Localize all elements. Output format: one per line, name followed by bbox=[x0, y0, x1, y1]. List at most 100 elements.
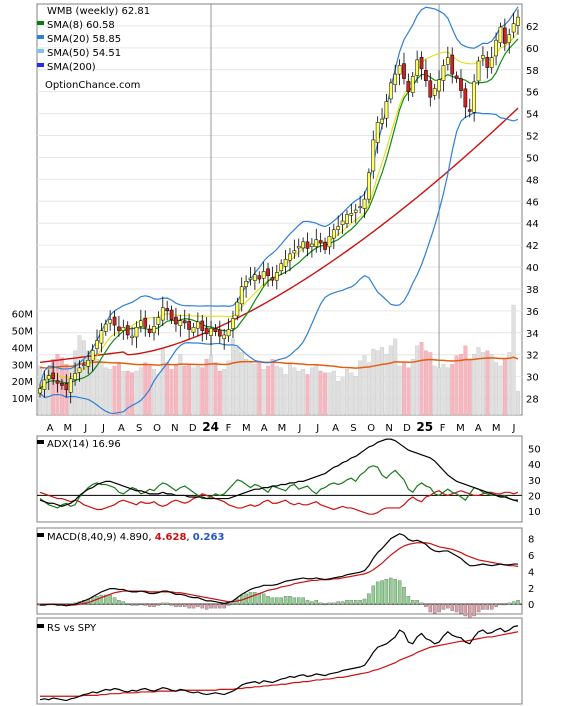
candle-body bbox=[156, 317, 161, 325]
macd-histogram-bar bbox=[393, 579, 397, 605]
rs-title: RS vs SPY bbox=[47, 623, 97, 634]
price-tick-label: 32 bbox=[526, 351, 539, 362]
chart-title: WMB (weekly) 62.81 bbox=[47, 6, 150, 17]
legend-swatch-sma8 bbox=[37, 21, 44, 25]
macd-histogram-bar bbox=[384, 579, 389, 605]
candle-body bbox=[266, 268, 270, 277]
volume-bar bbox=[130, 372, 135, 416]
date-tick-label: J bbox=[83, 423, 87, 434]
rs-panel: RS vs SPY bbox=[36, 617, 523, 705]
volume-bar bbox=[366, 362, 371, 416]
candle-body bbox=[489, 57, 494, 68]
candle-body bbox=[375, 122, 380, 143]
candle-body bbox=[217, 329, 222, 337]
macd-histogram-bar bbox=[261, 593, 266, 605]
indicator-tick-label: 10 bbox=[528, 507, 541, 518]
macd-histogram-bar bbox=[174, 604, 178, 607]
price-tick-label: 60 bbox=[526, 44, 539, 55]
volume-bar bbox=[138, 367, 143, 416]
candle-body bbox=[498, 26, 503, 44]
volume-bar bbox=[195, 365, 200, 416]
volume-bar bbox=[467, 359, 472, 416]
candle-body bbox=[64, 383, 69, 391]
volume-bar bbox=[112, 365, 117, 416]
candle-body bbox=[239, 286, 244, 305]
volume-tick-label: 10M bbox=[12, 394, 33, 405]
date-tick-label: A bbox=[475, 423, 482, 434]
macd-histogram-bar bbox=[108, 594, 112, 605]
legend-swatch-sma200 bbox=[37, 63, 44, 67]
candle-body bbox=[95, 340, 99, 349]
macd-histogram-bar bbox=[468, 604, 472, 619]
candle-body bbox=[261, 271, 266, 279]
volume-bar bbox=[165, 362, 170, 416]
candle-body bbox=[103, 323, 108, 332]
volume-bar bbox=[349, 372, 354, 416]
candle-body bbox=[231, 318, 235, 329]
macd-histogram-bar bbox=[104, 594, 108, 605]
candle-body bbox=[314, 239, 319, 247]
candle-body bbox=[410, 76, 415, 93]
volume-bar bbox=[432, 365, 437, 416]
candle-body bbox=[353, 209, 358, 213]
indicator-line bbox=[39, 625, 519, 702]
macd-histogram-bar bbox=[288, 596, 292, 605]
volume-bar bbox=[209, 355, 213, 416]
volume-average-line bbox=[39, 356, 519, 369]
legend-sma200: SMA(200) bbox=[47, 62, 96, 73]
volume-bar bbox=[428, 352, 433, 416]
date-tick-label: M bbox=[492, 423, 501, 434]
date-tick-label: S bbox=[136, 423, 142, 434]
volume-bar bbox=[191, 367, 196, 416]
candle-body bbox=[117, 326, 121, 331]
volume-tick-label: 40M bbox=[12, 343, 33, 354]
date-tick-label: F bbox=[226, 423, 232, 434]
date-tick-label: M bbox=[64, 423, 73, 434]
macd-series: 0 2 4 6 8 bbox=[37, 533, 534, 619]
candle-body bbox=[38, 388, 42, 394]
candle-body bbox=[454, 75, 459, 79]
candle-body bbox=[472, 81, 476, 113]
candle-body bbox=[428, 80, 433, 98]
macd-histogram-bar bbox=[296, 597, 301, 605]
rs-plot-frame bbox=[36, 617, 523, 705]
macd-histogram-bar bbox=[419, 602, 424, 605]
volume-bar bbox=[480, 352, 485, 416]
legend-sma50: SMA(50) 54.51 bbox=[47, 48, 121, 59]
volume-bar bbox=[231, 338, 235, 416]
macd-histogram-bar bbox=[147, 604, 152, 607]
candle-body bbox=[424, 70, 428, 81]
adx-panel: 10 20 30 40 50 ADX(14) 16.96 bbox=[36, 435, 541, 523]
price-tick-label: 28 bbox=[526, 395, 539, 406]
macd-histogram-bar bbox=[275, 597, 279, 605]
candle-body bbox=[77, 367, 82, 373]
candle-body bbox=[174, 316, 178, 325]
candle-body bbox=[336, 226, 341, 231]
date-tick-label: S bbox=[350, 423, 356, 434]
macd-histogram-bar bbox=[516, 600, 520, 605]
macd-histogram-bar bbox=[139, 604, 143, 606]
candle-body bbox=[152, 325, 156, 334]
macd-histogram-bar bbox=[472, 604, 476, 617]
volume-bar bbox=[397, 365, 402, 416]
macd-histogram-bar bbox=[209, 604, 213, 609]
candle-body bbox=[165, 308, 170, 312]
candle-body bbox=[393, 73, 398, 85]
macd-histogram-bar bbox=[130, 604, 134, 606]
candle-body bbox=[502, 27, 507, 44]
volume-bar bbox=[511, 304, 516, 416]
macd-histogram-bar bbox=[441, 604, 446, 610]
candle-body bbox=[397, 65, 402, 75]
macd-histogram-bar bbox=[459, 604, 463, 614]
macd-histogram-bar bbox=[187, 604, 191, 609]
volume-bar bbox=[288, 364, 292, 416]
volume-bar bbox=[244, 359, 249, 416]
macd-histogram-bar bbox=[213, 604, 218, 609]
date-tick-label: J bbox=[512, 423, 516, 434]
legend-sma8: SMA(8) 60.58 bbox=[47, 20, 115, 31]
candle-body bbox=[362, 198, 367, 209]
macd-histogram-bar bbox=[389, 577, 393, 605]
candle-body bbox=[327, 236, 332, 248]
macd-histogram-bar bbox=[503, 604, 507, 606]
